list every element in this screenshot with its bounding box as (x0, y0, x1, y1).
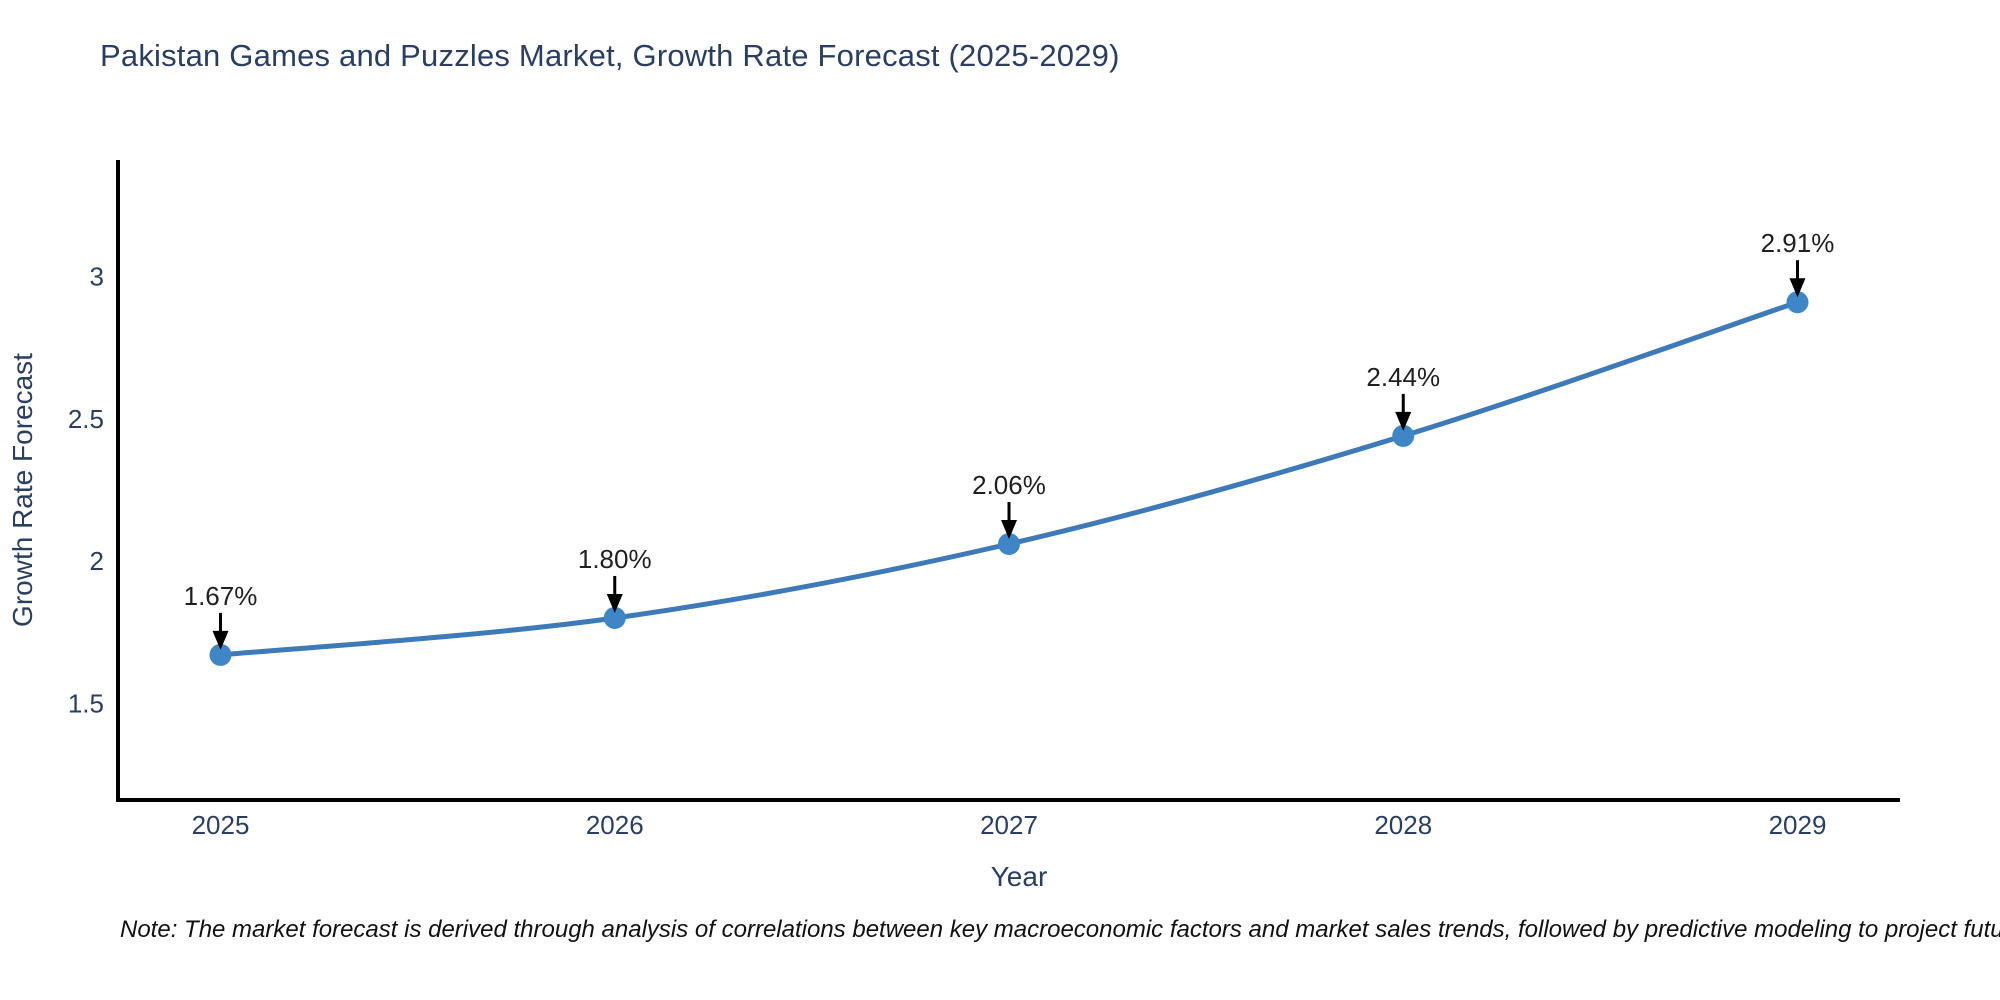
y-tick-label: 3 (90, 262, 104, 292)
y-tick-label: 1.5 (68, 688, 104, 718)
data-point-marker (1392, 424, 1415, 447)
data-point-label: 2.91% (1761, 228, 1835, 258)
chart-title: Pakistan Games and Puzzles Market, Growt… (100, 38, 1120, 73)
annotation-arrowhead-icon (1789, 278, 1806, 298)
x-axis-title: Year (991, 861, 1048, 892)
annotation-arrowhead-icon (212, 630, 229, 650)
data-point-label: 1.67% (184, 581, 258, 611)
data-point-marker (603, 606, 626, 629)
annotation-arrowhead-icon (1001, 520, 1017, 539)
footnote: Note: The market forecast is derived thr… (120, 916, 2000, 943)
x-tick-label: 2025 (192, 810, 250, 840)
x-tick-label: 2029 (1769, 810, 1827, 840)
data-point-marker (1786, 291, 1809, 314)
data-point-label: 1.80% (578, 544, 652, 574)
data-point-label: 2.44% (1366, 362, 1440, 392)
annotation-arrowhead-icon (1395, 411, 1412, 431)
data-point-marker (209, 643, 232, 666)
data-point-marker (998, 533, 1020, 555)
data-point-label: 2.06% (972, 470, 1046, 500)
y-tick-label: 2.5 (68, 404, 104, 434)
x-tick-label: 2026 (586, 810, 644, 840)
x-tick-label: 2027 (980, 810, 1038, 840)
x-tick-label: 2028 (1374, 810, 1432, 840)
annotation-arrowhead-icon (606, 593, 623, 613)
y-tick-label: 2 (90, 546, 104, 576)
y-axis-title: Growth Rate Forecast (7, 353, 38, 627)
